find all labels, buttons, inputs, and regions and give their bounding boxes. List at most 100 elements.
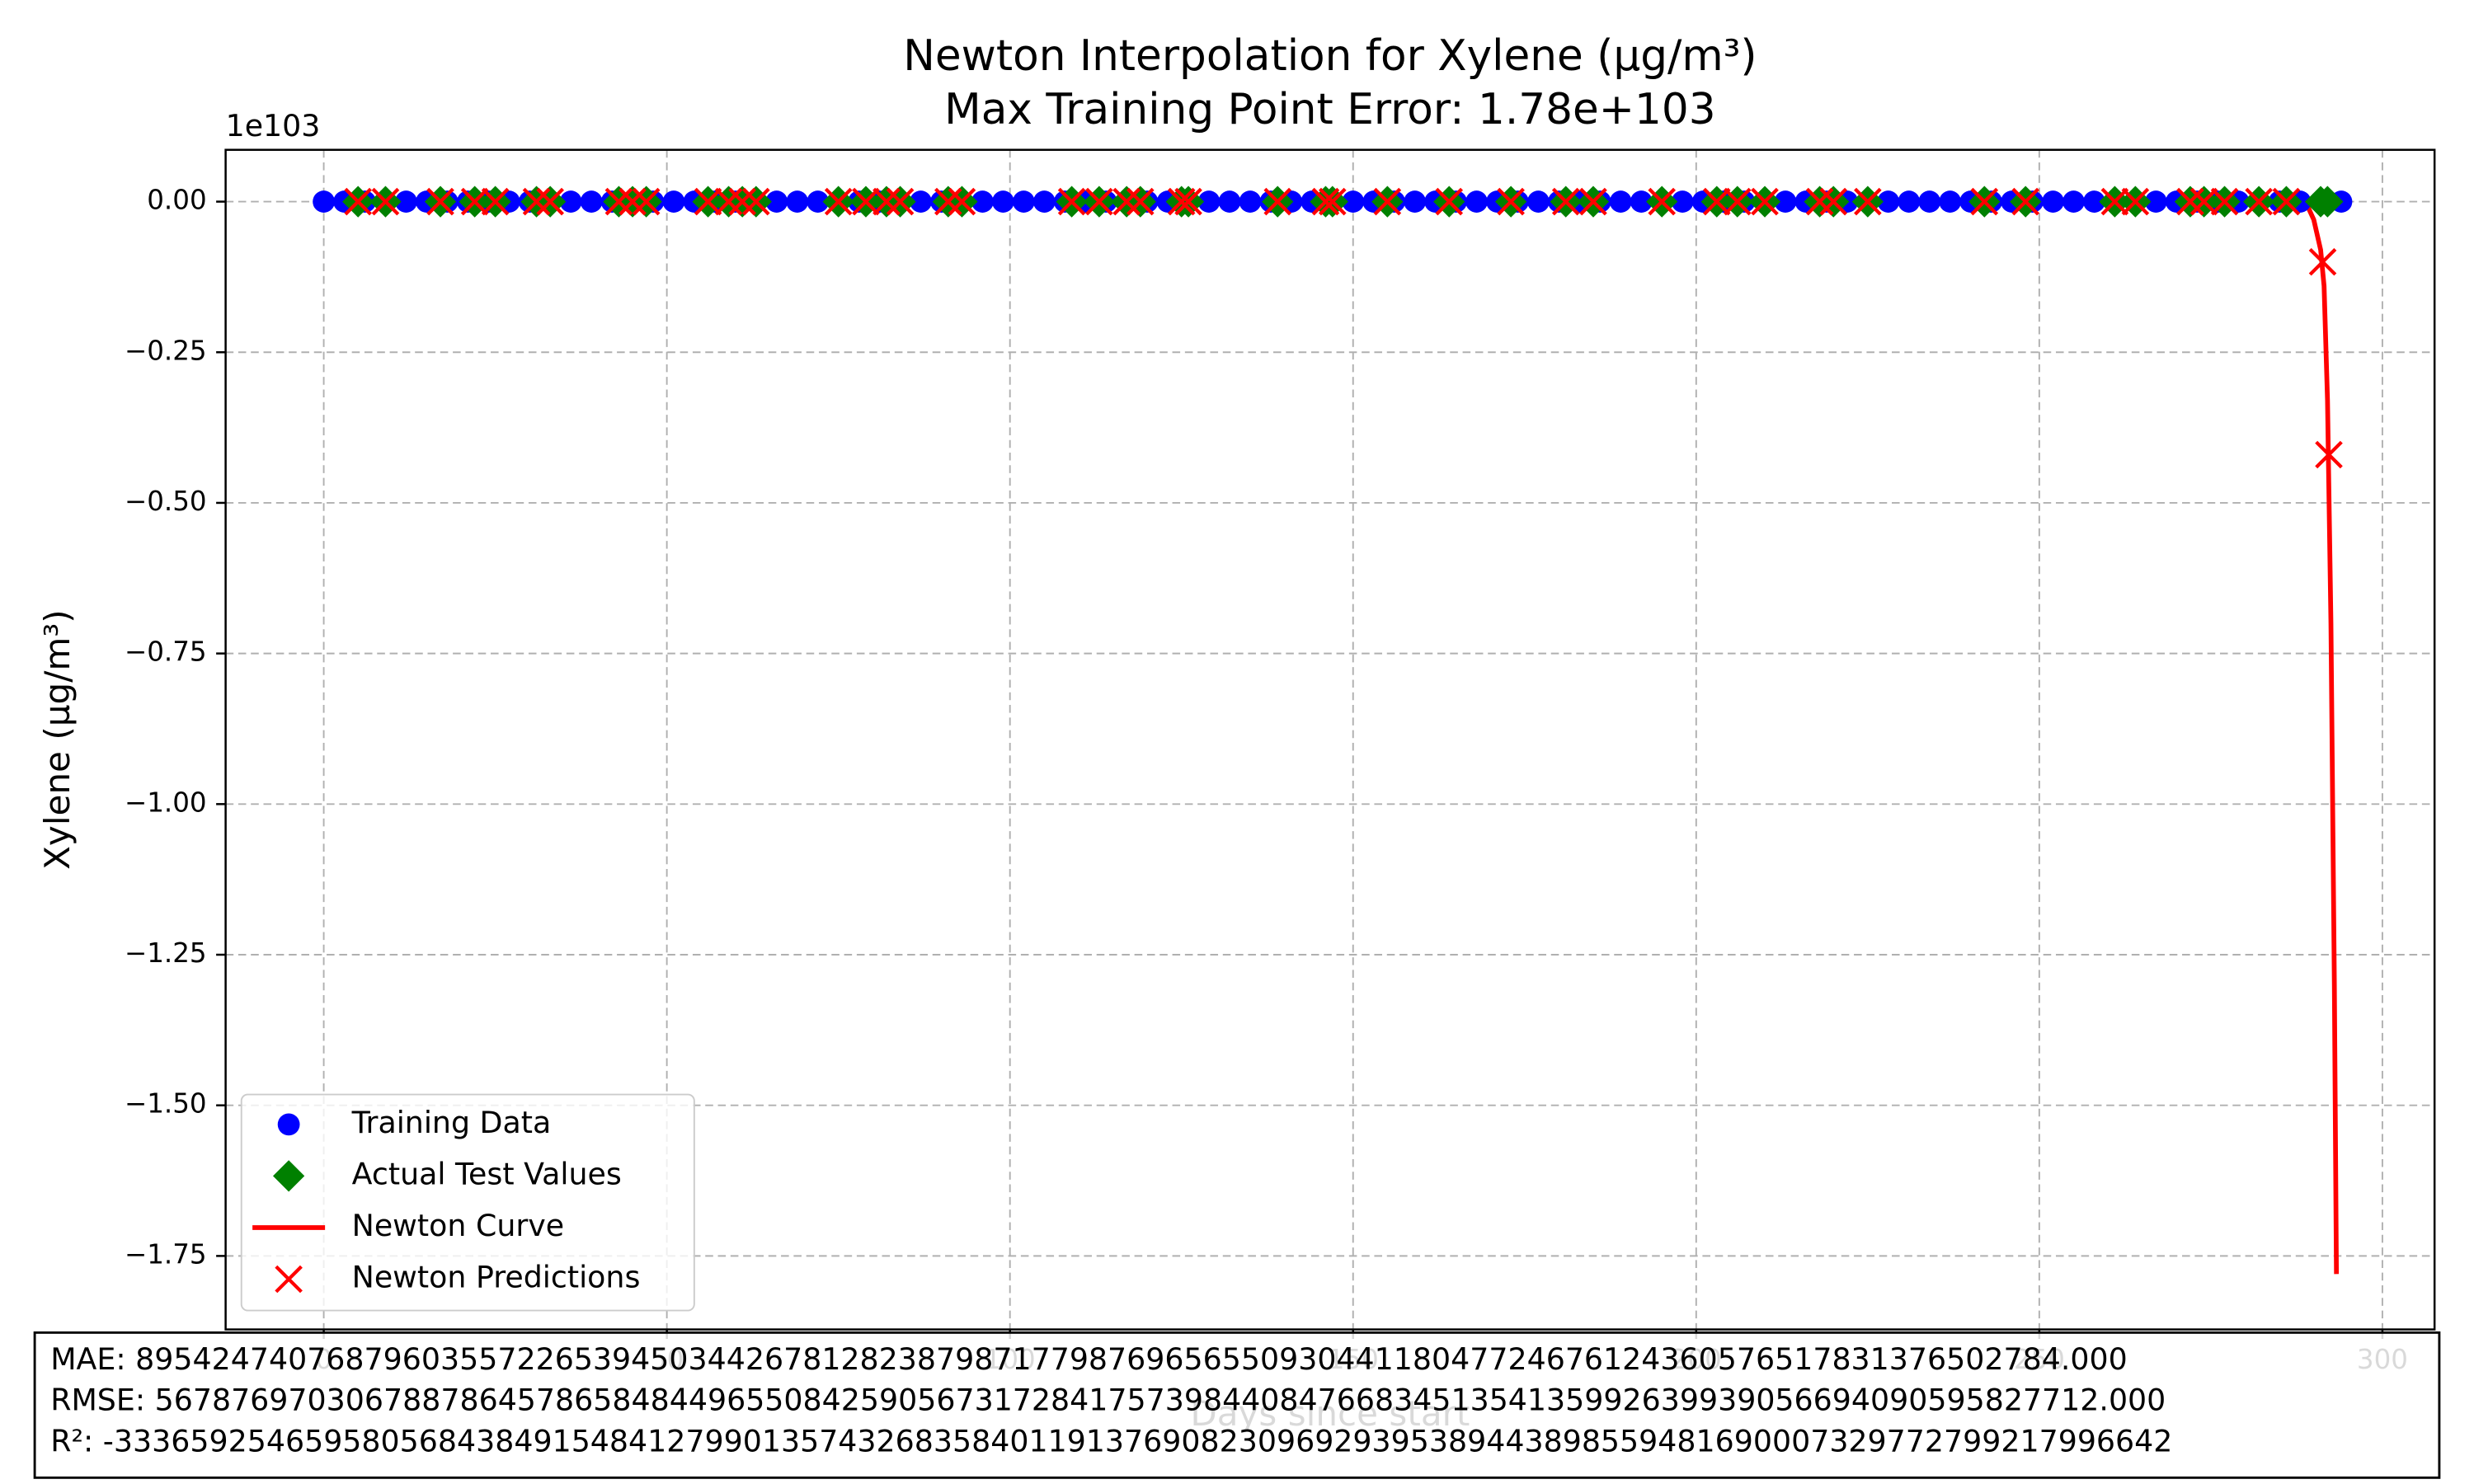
legend-box: [240, 1093, 695, 1312]
point: [1218, 190, 1241, 213]
point: [765, 190, 788, 213]
y-offset-label: 1e103: [226, 108, 321, 143]
point: [1465, 190, 1488, 213]
point: [934, 187, 962, 216]
point: [481, 187, 510, 216]
legend-label: Actual Test Values: [352, 1156, 622, 1191]
axes-frame: [224, 148, 2436, 1331]
stats-line: MAE: 89542474076879603557226539450344267…: [50, 1341, 2128, 1377]
point: [1970, 187, 1999, 216]
point: [910, 190, 932, 213]
point: [2312, 186, 2344, 218]
point: [1939, 190, 1962, 213]
point: [1527, 190, 1550, 213]
point: [1898, 190, 1921, 213]
point: [2062, 190, 2085, 213]
point: [1404, 190, 1427, 213]
legend-marker: [272, 1160, 305, 1192]
legend-marker: [277, 1113, 300, 1136]
chart-subtitle: Max Training Point Error: 1.78e+103: [944, 85, 1715, 134]
point: [714, 187, 743, 216]
point: [371, 187, 400, 216]
point: [2189, 187, 2218, 216]
point: [2176, 187, 2204, 216]
point: [852, 187, 880, 216]
y-tick-label: −0.25: [125, 335, 207, 366]
point: [580, 190, 603, 213]
y-tick-label: −1.25: [125, 937, 207, 969]
stats-line: R²: -33365925465958056843849154841279901…: [50, 1423, 2172, 1458]
stats: MAE: 89542474076879603557226539450344267…: [33, 1331, 2441, 1479]
point: [1819, 187, 1848, 216]
y-axis-label: Xylene (µg/m³): [37, 609, 78, 870]
point: [2042, 190, 2064, 213]
stats-box: [33, 1331, 2441, 1479]
point: [1877, 190, 1900, 213]
point: [807, 190, 830, 213]
point: [2083, 190, 2105, 213]
point: [1197, 190, 1221, 213]
point: [2210, 187, 2239, 216]
point: [742, 187, 770, 216]
point: [1723, 187, 1752, 216]
point: [344, 187, 372, 216]
y-tick-label: −1.75: [125, 1238, 207, 1270]
point: [1342, 190, 1365, 213]
point: [872, 187, 901, 216]
y-tick-label: −1.50: [125, 1088, 207, 1120]
point: [694, 187, 722, 216]
point: [1057, 187, 1086, 216]
point: [1918, 190, 1941, 213]
legend: Training Data Actual Test Values Newton Cu…: [240, 1093, 695, 1312]
point: [1085, 187, 1113, 216]
point: [1497, 187, 1525, 216]
point: [395, 190, 417, 213]
point: [2245, 187, 2273, 216]
point: [948, 187, 976, 216]
point: [313, 190, 335, 213]
point: [1774, 190, 1797, 213]
point: [1112, 187, 1141, 216]
point: [2121, 187, 2150, 216]
point: [2315, 440, 2343, 469]
stats-line: RMSE: 5678769703067887864578658484496550…: [50, 1383, 2166, 1418]
point: [2100, 187, 2129, 216]
plot-area: [313, 186, 2353, 1275]
point: [2144, 190, 2167, 213]
point: [1167, 187, 1196, 216]
point: [632, 187, 661, 216]
point: [728, 187, 756, 216]
point: [1012, 190, 1035, 213]
point: [1032, 190, 1056, 213]
point: [1239, 190, 1262, 213]
point: [1311, 187, 1340, 216]
point: [662, 190, 685, 213]
y-tick-label: −0.75: [125, 636, 207, 668]
point: [1319, 187, 1347, 216]
point: [824, 187, 853, 216]
point: [1630, 190, 1653, 213]
point: [886, 187, 915, 216]
point: [1671, 190, 1694, 213]
y-tick-label: 0.00: [147, 185, 206, 216]
point: [618, 187, 647, 216]
point: [786, 190, 809, 213]
legend-label: Newton Curve: [352, 1208, 564, 1243]
point: [1373, 187, 1402, 216]
point: [604, 187, 633, 216]
point: [1263, 187, 1292, 216]
point: [1174, 187, 1202, 216]
point: [1435, 187, 1464, 216]
point: [971, 190, 994, 213]
point: [1702, 187, 1731, 216]
point: [460, 187, 489, 216]
point: [1805, 187, 1834, 216]
point: [1551, 187, 1580, 216]
y-tick-label: −1.00: [125, 787, 207, 818]
point: [1126, 187, 1155, 216]
point: [1648, 187, 1676, 216]
point: [2011, 187, 2040, 216]
point: [1751, 187, 1779, 216]
